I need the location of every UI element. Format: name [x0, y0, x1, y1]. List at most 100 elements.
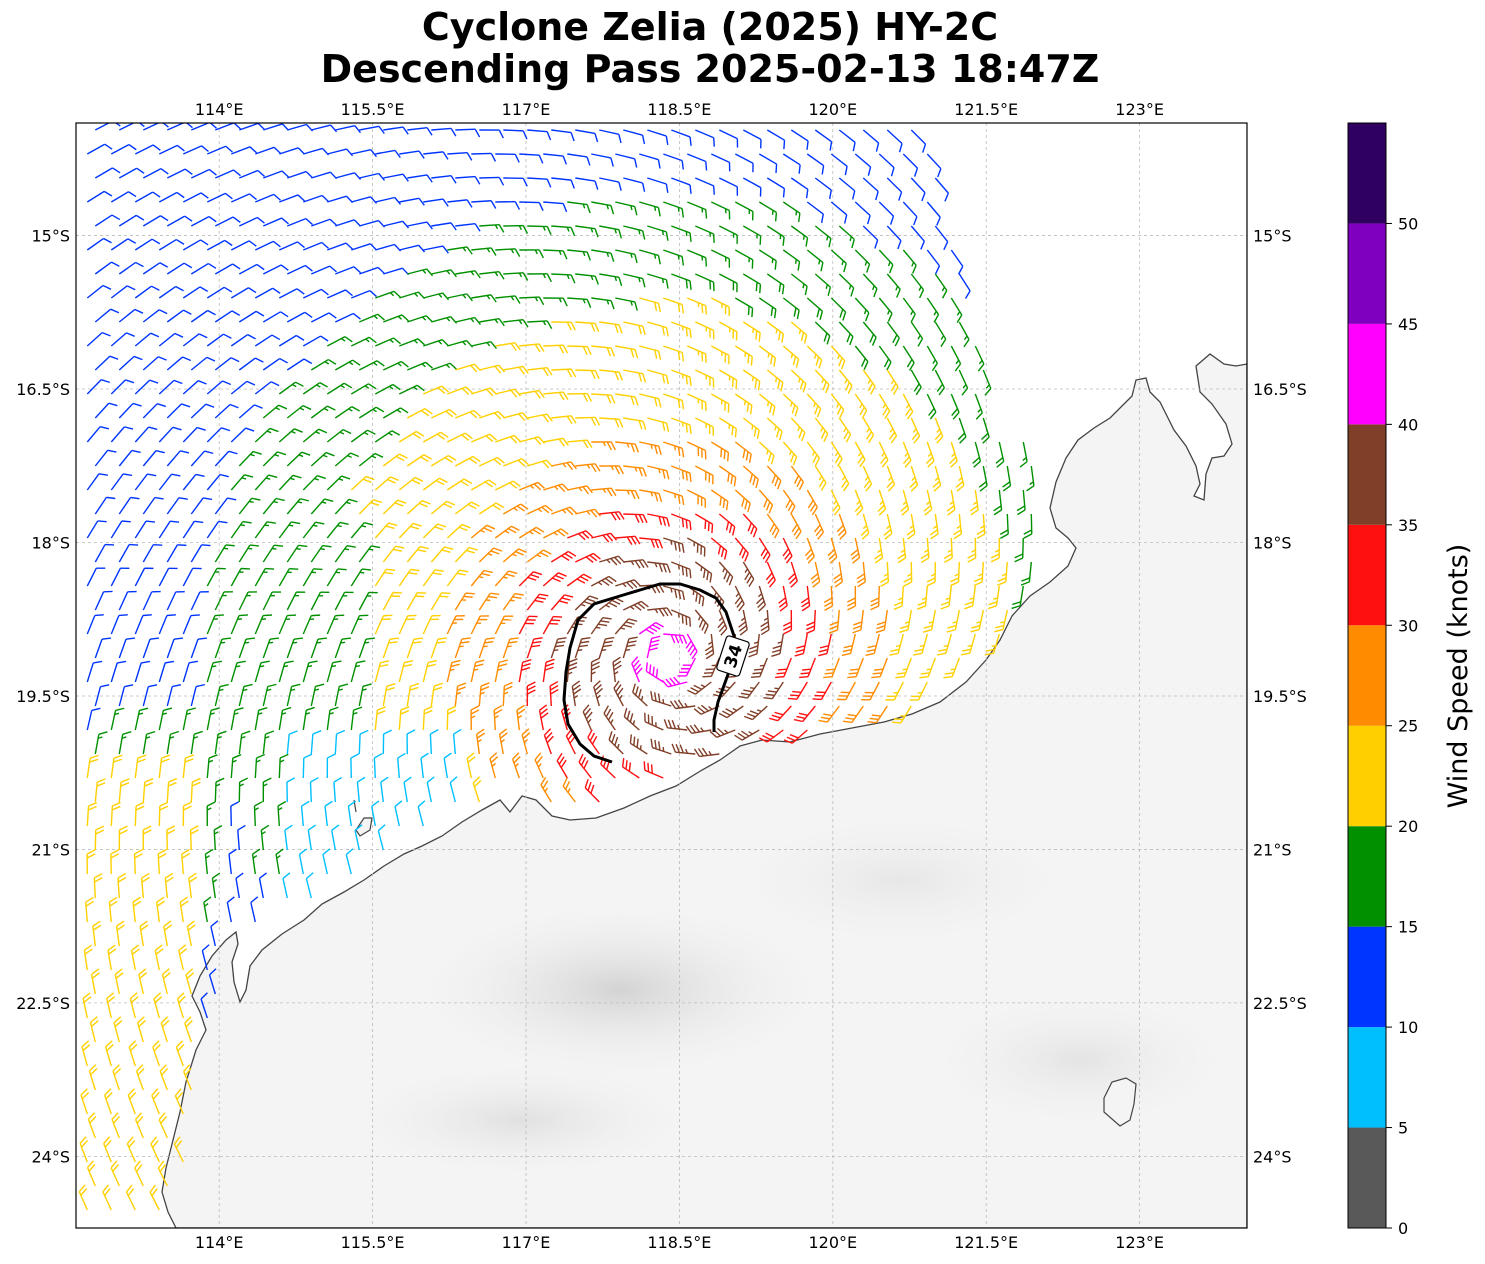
wind-barb — [584, 779, 600, 803]
wind-barb — [253, 801, 263, 827]
wind-barb — [590, 616, 612, 635]
wind-barb — [734, 489, 751, 513]
wind-barb — [587, 729, 600, 755]
wind-barb — [639, 441, 662, 455]
wind-barb — [182, 239, 209, 251]
wind-barb — [118, 214, 145, 227]
wind-barb — [734, 249, 754, 269]
wind-barb — [503, 458, 530, 467]
wind-barb — [134, 801, 145, 827]
wind-barb — [230, 287, 257, 299]
wind-barb — [110, 426, 134, 443]
wind-barb — [574, 637, 591, 659]
wind-barb — [950, 345, 962, 372]
wind-barb — [254, 381, 280, 395]
wind-barb — [322, 848, 331, 875]
wind-barb — [903, 561, 913, 587]
wind-barb — [406, 682, 420, 707]
wind-barb — [871, 657, 888, 679]
wind-barb — [766, 465, 782, 490]
wind-barb — [599, 511, 625, 521]
wind-barb — [862, 273, 878, 298]
wind-barb — [910, 129, 927, 153]
wind-barb — [110, 143, 137, 155]
wind-barb — [806, 441, 820, 467]
wind-barb — [516, 704, 526, 731]
wind-barb — [622, 600, 649, 611]
wind-barb — [311, 265, 337, 275]
wind-barb — [134, 191, 161, 203]
wind-barb — [647, 513, 670, 527]
wind-barb — [110, 379, 135, 395]
wind-barb — [671, 743, 696, 755]
wind-barb — [350, 753, 360, 779]
wind-barb — [166, 590, 185, 611]
wind-barb — [615, 579, 642, 590]
wind-barb — [471, 433, 497, 443]
wind-barb — [940, 585, 952, 610]
wind-barb — [599, 273, 623, 287]
wind-barb — [238, 637, 255, 659]
wind-barb — [398, 384, 425, 395]
wind-barb — [575, 321, 600, 333]
wind-barb — [663, 537, 685, 553]
wind-barb — [974, 393, 983, 420]
wind-barb — [134, 614, 152, 635]
wind-barb — [206, 239, 233, 251]
wind-barb — [567, 485, 593, 495]
wind-barb — [913, 633, 928, 656]
wind-barb — [155, 896, 165, 923]
wind-barb — [358, 406, 385, 419]
wind-barb — [134, 1160, 144, 1187]
wind-barb — [575, 273, 599, 285]
lon-tick-label-bottom: 123°E — [1115, 1233, 1164, 1252]
wind-barb — [790, 225, 809, 247]
colorbar-tick-label: 30 — [1398, 616, 1418, 635]
wind-barb — [902, 441, 912, 468]
wind-barb — [132, 896, 142, 923]
wind-barb — [380, 776, 389, 803]
wind-barb — [854, 249, 871, 273]
wind-barb — [118, 684, 134, 707]
wind-barb — [615, 535, 641, 546]
wind-barb — [775, 657, 792, 679]
wind-barb — [787, 561, 798, 588]
wind-barb — [250, 896, 259, 923]
cloud-shading — [720, 810, 1080, 950]
wind-barb — [830, 393, 845, 419]
lat-tick-label-left: 24°S — [31, 1147, 70, 1166]
wind-barb — [238, 357, 264, 371]
wind-barb — [502, 637, 519, 659]
wind-barb — [540, 776, 552, 803]
wind-barb — [422, 705, 433, 731]
wind-barb — [612, 656, 622, 683]
wind-barb — [350, 706, 363, 731]
lon-tick-label-top: 120°E — [808, 100, 857, 119]
wind-barb — [877, 489, 887, 516]
wind-barb — [139, 920, 149, 947]
wind-barb — [160, 1016, 170, 1043]
wind-barb — [86, 520, 107, 539]
wind-barb — [806, 297, 824, 321]
wind-barb — [647, 129, 669, 145]
wind-barb — [254, 660, 270, 683]
wind-barb — [886, 321, 900, 347]
wind-barb — [687, 393, 707, 412]
wind-barb — [431, 222, 457, 231]
wind-barb — [671, 609, 692, 627]
wind-barb — [639, 345, 662, 360]
wind-barb — [932, 465, 942, 492]
wind-barb — [214, 450, 238, 467]
wind-barb — [742, 129, 762, 149]
wind-barb — [782, 441, 798, 466]
wind-barb — [279, 147, 306, 155]
wind-barb — [104, 1040, 114, 1067]
wind-barb — [374, 706, 386, 731]
wind-barb — [190, 262, 217, 275]
wind-barb — [489, 752, 499, 779]
wind-barb — [946, 609, 960, 633]
wind-barb — [407, 221, 433, 230]
wind-barb — [262, 357, 288, 371]
wind-barb — [215, 169, 241, 179]
wind-barb — [403, 776, 412, 803]
